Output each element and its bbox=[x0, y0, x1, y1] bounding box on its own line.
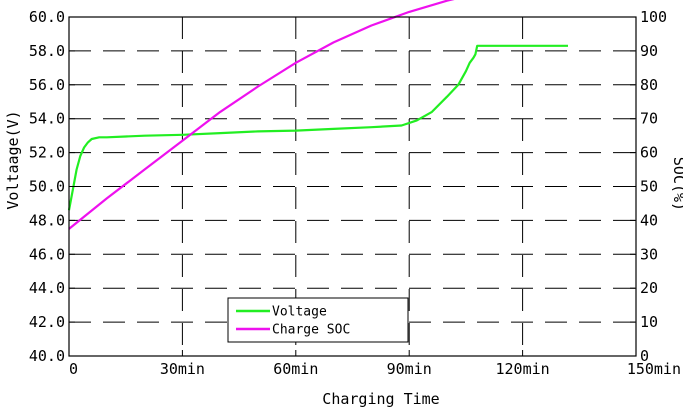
grid-layer bbox=[69, 17, 636, 356]
y-right-tick-label: 40 bbox=[640, 211, 658, 229]
y-right-tick-label: 50 bbox=[640, 178, 658, 196]
y-right-axis-title: SOC(%) bbox=[670, 157, 683, 211]
y-left-tick-label: 54.0 bbox=[29, 110, 65, 128]
y-left-tick-label: 40.0 bbox=[29, 347, 65, 365]
x-tick-label: 0 bbox=[69, 360, 78, 378]
y-left-axis-title: Voltaage(V) bbox=[4, 110, 22, 209]
y-right-tick-label: 60 bbox=[640, 144, 658, 162]
x-tick-label: 90min bbox=[387, 360, 432, 378]
legend-label-voltage: Voltage bbox=[272, 305, 327, 320]
y-right-tick-label: 80 bbox=[640, 76, 658, 94]
series-line-voltage bbox=[67, 44, 568, 211]
series-line-charge-soc bbox=[68, 0, 455, 230]
x-tick-label: 150min bbox=[627, 360, 681, 378]
y-left-tick-label: 50.0 bbox=[29, 178, 65, 196]
x-tick-label: 120min bbox=[496, 360, 550, 378]
y-left-tick-label: 52.0 bbox=[29, 144, 65, 162]
y-left-tick-label: 44.0 bbox=[29, 279, 65, 297]
legend-label-charge-soc: Charge SOC bbox=[272, 323, 350, 338]
y-right-tick-label: 30 bbox=[640, 245, 658, 263]
y-right-tick-label: 100 bbox=[640, 8, 667, 26]
y-right-tick-label: 10 bbox=[640, 313, 658, 331]
y-right-tick-label: 70 bbox=[640, 110, 658, 128]
legend-box bbox=[227, 297, 409, 343]
x-axis-title: Charging Time bbox=[322, 390, 439, 408]
y-right-tick-label: 0 bbox=[640, 347, 649, 365]
tick-layer: 40.0 42.0 44.0 46.0 48.0 50.0 52.0 54.0 56.0 58.0… bbox=[29, 8, 681, 378]
legend: Voltage Charge SOC bbox=[227, 297, 409, 343]
y-left-tick-label: 42.0 bbox=[29, 313, 65, 331]
y-left-tick-label: 56.0 bbox=[29, 76, 65, 94]
y-left-tick-label: 48.0 bbox=[29, 211, 65, 229]
y-left-tick-label: 58.0 bbox=[29, 42, 65, 60]
x-tick-label: 30min bbox=[160, 360, 205, 378]
x-tick-label: 60min bbox=[273, 360, 318, 378]
y-right-tick-label: 90 bbox=[640, 42, 658, 60]
y-left-tick-label: 46.0 bbox=[29, 245, 65, 263]
y-right-tick-label: 20 bbox=[640, 279, 658, 297]
y-left-tick-label: 60.0 bbox=[29, 8, 65, 26]
series-layer bbox=[67, 0, 568, 230]
